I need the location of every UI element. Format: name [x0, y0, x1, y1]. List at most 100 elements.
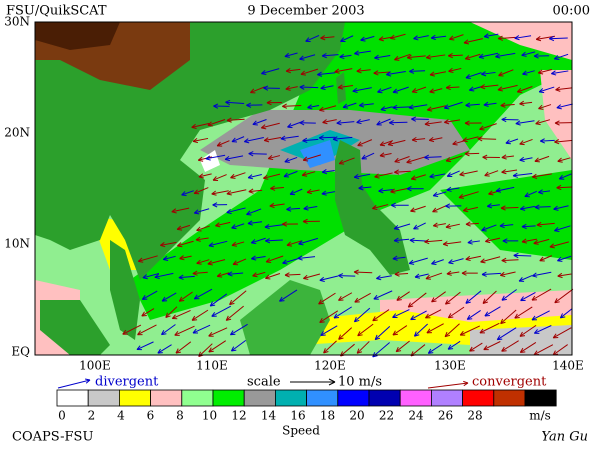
- arrow-head: [482, 298, 488, 304]
- arrow-head: [209, 301, 216, 307]
- arrow-head: [459, 330, 466, 336]
- arrow-head: [539, 138, 546, 144]
- arrow-head: [482, 154, 488, 160]
- arrow-shaft: [57, 379, 91, 389]
- arrow-shaft: [264, 224, 285, 228]
- arrow-head: [379, 152, 385, 158]
- arrow-shaft: [376, 118, 391, 126]
- arrow-shaft: [208, 327, 228, 337]
- arrow-shaft: [196, 259, 210, 264]
- arrow-shaft: [465, 103, 480, 106]
- arrow-head: [251, 255, 257, 261]
- arrow-shaft: [354, 50, 371, 55]
- arrow-head: [443, 104, 450, 110]
- arrow-shaft: [532, 173, 552, 178]
- arrow-head: [213, 103, 219, 109]
- arrow-shaft: [319, 136, 336, 139]
- arrow-head: [477, 136, 483, 142]
- arrow-head: [305, 37, 311, 42]
- arrow-shaft: [377, 86, 392, 93]
- arrow-shaft: [191, 122, 210, 128]
- arrow-shaft: [463, 206, 479, 212]
- arrow-head: [227, 271, 233, 277]
- arrow-shaft: [268, 155, 281, 160]
- colorbar-label: 0: [58, 409, 66, 423]
- arrow-shaft: [320, 36, 335, 39]
- arrow-shaft: [208, 240, 228, 247]
- arrow-head: [243, 138, 250, 144]
- arrow-shaft: [478, 52, 499, 58]
- arrow-shaft: [520, 341, 537, 353]
- arrow-head: [323, 348, 329, 354]
- arrow-head: [191, 123, 197, 130]
- arrow-head: [390, 188, 396, 194]
- arrow-head: [392, 313, 398, 319]
- arrow-head: [445, 84, 451, 91]
- arrow-head: [554, 298, 560, 304]
- arrow-head: [303, 274, 309, 280]
- arrow-head: [376, 120, 382, 126]
- arrow-shaft: [465, 255, 482, 260]
- arrow-shaft: [501, 169, 518, 173]
- arrow-head: [247, 220, 253, 226]
- arrow-head: [444, 331, 451, 338]
- arrow-head: [216, 272, 223, 278]
- lat-label: 20N: [4, 126, 30, 140]
- arrow-head: [318, 135, 324, 141]
- arrow-head: [446, 186, 452, 192]
- arrow-head: [427, 348, 434, 354]
- arrow-head: [515, 120, 521, 126]
- arrow-head: [299, 120, 305, 126]
- arrow-head: [137, 257, 144, 263]
- arrow-shaft: [552, 344, 568, 356]
- arrow-shaft: [466, 310, 481, 320]
- arrow-head: [483, 33, 490, 39]
- arrow-shaft: [160, 241, 177, 246]
- arrow-shaft: [361, 152, 375, 160]
- arrow-head: [534, 157, 540, 163]
- colorbar-label: 14: [261, 409, 277, 423]
- arrow-shaft: [299, 54, 316, 60]
- colorbar-swatch: [493, 389, 526, 407]
- arrow-head: [286, 241, 292, 247]
- arrow-head: [392, 104, 398, 111]
- arrow-shaft: [354, 307, 371, 323]
- arrow-shaft: [319, 310, 339, 323]
- arrow-head: [497, 35, 503, 41]
- arrow-head: [452, 140, 458, 146]
- arrow-shaft: [520, 205, 535, 210]
- arrow-head: [193, 209, 200, 215]
- arrow-head: [265, 238, 271, 244]
- arrow-shaft: [161, 324, 176, 336]
- arrow-head: [520, 296, 526, 302]
- arrow-head: [467, 239, 473, 245]
- arrow-head: [378, 188, 384, 194]
- arrow-head: [531, 315, 537, 321]
- arrow-head: [554, 226, 560, 233]
- arrow-head: [387, 141, 394, 147]
- arrow-head: [531, 295, 538, 301]
- arrow-shaft: [538, 104, 552, 110]
- arrow-head: [142, 274, 148, 280]
- arrow-shaft: [410, 205, 426, 212]
- arrow-head: [297, 255, 303, 261]
- arrow-shaft: [469, 86, 482, 91]
- arrow-shaft: [408, 104, 428, 109]
- arrow-head: [465, 73, 471, 79]
- arrow-head: [514, 35, 520, 41]
- arrow-head: [379, 141, 386, 147]
- arrow-shaft: [165, 306, 178, 318]
- arrow-shaft: [522, 70, 535, 75]
- colorbar-title: Speed: [282, 424, 320, 438]
- arrow-shaft: [465, 72, 482, 79]
- arrow-shaft: [426, 323, 444, 334]
- arrow-head: [552, 333, 559, 339]
- arrow-head: [406, 158, 412, 164]
- arrow-head: [232, 260, 239, 266]
- arrow-shaft: [409, 257, 428, 264]
- lon-label: 140E: [552, 359, 584, 373]
- arrow-head: [226, 117, 232, 123]
- arrow-head: [165, 312, 171, 318]
- colorbar-swatch: [212, 389, 245, 407]
- arrow-head: [411, 88, 418, 94]
